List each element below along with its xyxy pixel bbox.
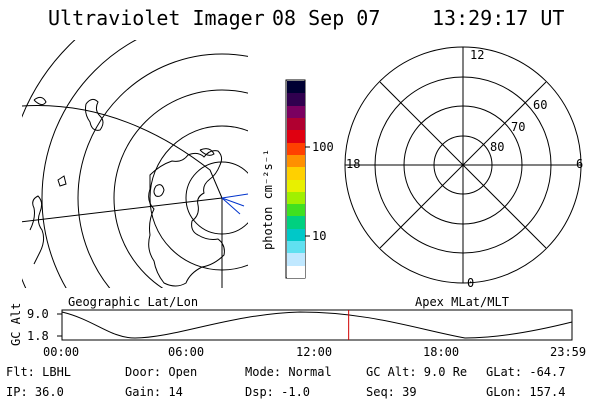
mlt-label-12: 12 <box>470 48 485 62</box>
apex-polar-grid <box>344 46 582 284</box>
colorbar-tick-label: 10 <box>312 229 327 243</box>
gain-status: Gain: 14 <box>125 385 183 399</box>
observation-time: 13:29:17 UT <box>432 6 565 30</box>
geographic-caption: Geographic Lat/Lon <box>68 295 199 309</box>
antarctica-coastline <box>148 150 225 287</box>
colorbar-unit-label: photon cm⁻²s⁻¹ <box>261 148 275 250</box>
coastline <box>85 98 104 131</box>
colorbar-swatch <box>287 142 305 155</box>
colorbar-swatch <box>287 228 305 242</box>
colorbar-tick-label: 100 <box>312 140 334 154</box>
mlat-label-80: 80 <box>490 140 505 154</box>
view-vector <box>221 197 245 207</box>
colorbar-swatch <box>287 253 305 266</box>
mlt-label-6: 6 <box>576 157 584 171</box>
colorbar-swatch <box>287 265 305 278</box>
mode-status: Mode: Normal <box>245 365 332 379</box>
view-vector <box>221 193 249 199</box>
mlt-diagonal-line <box>379 81 547 249</box>
altitude-xtick-label: 06:00 <box>168 345 205 359</box>
colorbar-swatch <box>287 93 305 106</box>
altitude-xtick-label: 23:59 <box>550 345 587 359</box>
colorbar-frame <box>285 79 306 279</box>
coastline <box>199 148 215 156</box>
altitude-ytick-label: 9.0 <box>27 307 49 321</box>
latitude-circle <box>113 89 248 288</box>
coastline <box>153 184 165 197</box>
altitude-xtick-label: 18:00 <box>423 345 460 359</box>
colorbar <box>287 81 305 278</box>
mlt-label-0: 0 <box>467 276 475 290</box>
geographic-longitude: GLon: 157.4 <box>486 385 566 399</box>
coastline <box>29 195 45 265</box>
colorbar-swatch <box>287 105 305 118</box>
colorbar-swatch <box>287 191 305 205</box>
filter-status: Flt: LBHL <box>6 365 72 379</box>
ip-status: IP: 36.0 <box>6 385 64 399</box>
latitude-circle <box>77 53 248 288</box>
mlat-label-70: 70 <box>511 120 526 134</box>
coastline <box>57 175 67 187</box>
altitude-xtick-label: 00:00 <box>43 345 80 359</box>
coastline <box>33 96 47 106</box>
sequence-status: Seq: 39 <box>366 385 417 399</box>
mlt-label-18: 18 <box>346 157 361 171</box>
altitude-strip-frame <box>61 309 573 341</box>
observation-date: 08 Sep 07 <box>272 6 381 30</box>
gc-altitude-status: GC Alt: 9.0 Re <box>366 365 468 379</box>
colorbar-swatch <box>287 216 305 229</box>
altitude-xtick-label: 12:00 <box>296 345 333 359</box>
colorbar-swatch <box>287 81 305 94</box>
colorbar-swatch <box>287 179 305 192</box>
dsp-status: Dsp: -1.0 <box>245 385 311 399</box>
mlat-label-60: 60 <box>533 98 548 112</box>
altitude-curve <box>61 311 573 339</box>
colorbar-swatch <box>287 154 305 168</box>
latitude-circle <box>41 40 137 288</box>
instrument-title: Ultraviolet Imager <box>48 6 265 30</box>
altitude-ytick-label: 1.8 <box>27 329 49 343</box>
colorbar-swatch <box>287 130 305 143</box>
view-vector <box>221 197 241 215</box>
colorbar-swatch <box>287 117 305 131</box>
meridian-line <box>22 105 223 199</box>
colorbar-swatch <box>287 241 305 254</box>
colorbar-swatch <box>287 167 305 180</box>
geographic-latitude: GLat: -64.7 <box>486 365 566 379</box>
colorbar-swatch <box>287 204 305 217</box>
meridian-line <box>22 197 223 223</box>
altitude-ylabel: GC Alt <box>9 302 23 346</box>
door-status: Door: Open <box>125 365 198 379</box>
apex-caption: Apex MLat/MLT <box>415 295 509 309</box>
